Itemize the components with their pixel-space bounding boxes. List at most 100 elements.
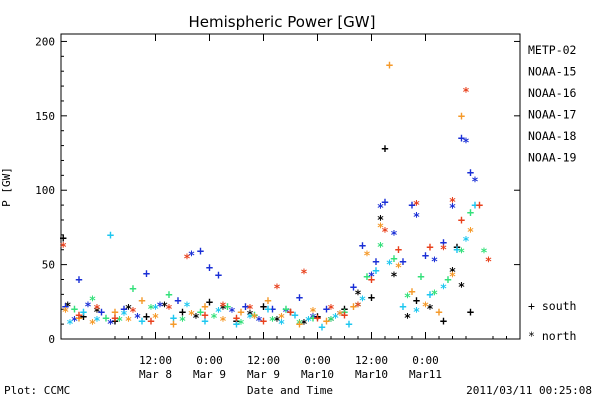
data-point: + — [197, 305, 204, 319]
data-point: + — [260, 314, 267, 328]
data-point: * — [215, 305, 222, 319]
data-point: * — [89, 293, 96, 307]
data-point: * — [449, 201, 456, 215]
data-point: * — [296, 317, 303, 331]
y-tick-label: 200 — [35, 35, 55, 48]
data-point: + — [341, 305, 348, 319]
data-point: * — [246, 308, 253, 322]
data-point: + — [102, 311, 109, 325]
legend-entry: NOAA-17 — [528, 108, 577, 122]
data-point: * — [354, 287, 361, 301]
data-point: * — [485, 255, 492, 269]
data-point: + — [111, 305, 118, 319]
data-point: * — [336, 308, 343, 322]
hemisphere-key-entry: + south — [528, 299, 576, 313]
data-point: * — [116, 314, 123, 328]
data-point: + — [323, 302, 330, 316]
data-point: + — [98, 305, 105, 319]
data-point: + — [242, 299, 249, 313]
data-point: * — [93, 302, 100, 316]
data-point: + — [291, 308, 298, 322]
data-point: + — [422, 249, 429, 263]
data-point: + — [233, 314, 240, 328]
x-tick-time-label: 0:00 — [304, 354, 331, 367]
data-point: + — [75, 272, 82, 286]
data-point: + — [363, 270, 370, 284]
data-point: + — [170, 311, 177, 325]
data-point: + — [138, 293, 145, 307]
data-point: + — [75, 311, 82, 325]
x-tick-time-label: 12:00 — [355, 354, 388, 367]
legend-entry: NOAA-18 — [528, 129, 577, 143]
data-point: * — [210, 311, 217, 325]
data-point: + — [323, 314, 330, 328]
data-point: + — [60, 231, 67, 245]
chart-title: Hemispheric Power [GW] — [189, 13, 376, 31]
data-point: * — [219, 302, 226, 316]
data-point: * — [377, 201, 384, 215]
data-point: + — [143, 267, 150, 281]
data-point: * — [60, 240, 67, 254]
x-tick-date-label: Mar 9 — [247, 368, 280, 381]
data-point: * — [422, 299, 429, 313]
data-point: * — [152, 302, 159, 316]
data-point: + — [372, 264, 379, 278]
data-point: + — [444, 272, 451, 286]
legend-entry: NOAA-15 — [528, 65, 576, 79]
y-axis-label: P [GW] — [0, 167, 13, 207]
data-point: + — [129, 281, 136, 295]
data-point: * — [237, 317, 244, 331]
data-point: * — [129, 305, 136, 319]
data-point: * — [413, 210, 420, 224]
data-point: + — [206, 261, 213, 275]
data-point: * — [413, 305, 420, 319]
data-point: * — [332, 311, 339, 325]
data-point: * — [84, 299, 91, 313]
data-point: * — [386, 258, 393, 272]
data-point: + — [201, 314, 208, 328]
x-tick-time-label: 0:00 — [412, 354, 439, 367]
x-tick-date-label: Mar 8 — [139, 368, 172, 381]
data-point: + — [170, 317, 177, 331]
data-point: + — [408, 284, 415, 298]
data-point: + — [453, 243, 460, 257]
data-point: + — [426, 240, 433, 254]
data-point: + — [341, 308, 348, 322]
data-point: + — [197, 244, 204, 258]
data-point: + — [372, 255, 379, 269]
data-point: * — [440, 243, 447, 257]
data-point: * — [359, 293, 366, 307]
data-point: * — [251, 311, 258, 325]
data-point: + — [143, 310, 150, 324]
data-point: + — [453, 240, 460, 254]
data-point: * — [395, 261, 402, 275]
x-tick-date-label: Mar10 — [355, 368, 388, 381]
data-point: * — [107, 317, 114, 331]
data-point: * — [381, 225, 388, 239]
data-point: + — [260, 299, 267, 313]
data-point: + — [138, 314, 145, 328]
data-point: * — [246, 311, 253, 325]
data-point: + — [147, 314, 154, 328]
data-point: + — [287, 305, 294, 319]
data-point: + — [206, 295, 213, 309]
hemisphere-key-entry: * north — [528, 329, 576, 343]
data-point: + — [174, 293, 181, 307]
data-point: + — [458, 213, 465, 227]
data-point: + — [368, 272, 375, 286]
data-point: + — [80, 305, 87, 319]
data-point: + — [233, 311, 240, 325]
data-point: + — [350, 280, 357, 294]
data-point: + — [467, 165, 474, 179]
data-point: * — [377, 213, 384, 227]
data-point: * — [440, 281, 447, 295]
data-point: + — [417, 270, 424, 284]
data-point: + — [269, 302, 276, 316]
data-point: * — [449, 195, 456, 209]
data-point: * — [458, 280, 465, 294]
y-tick-label: 50 — [42, 259, 55, 272]
data-point: + — [264, 293, 271, 307]
data-point: + — [215, 268, 222, 282]
y-tick-label: 100 — [35, 184, 55, 197]
